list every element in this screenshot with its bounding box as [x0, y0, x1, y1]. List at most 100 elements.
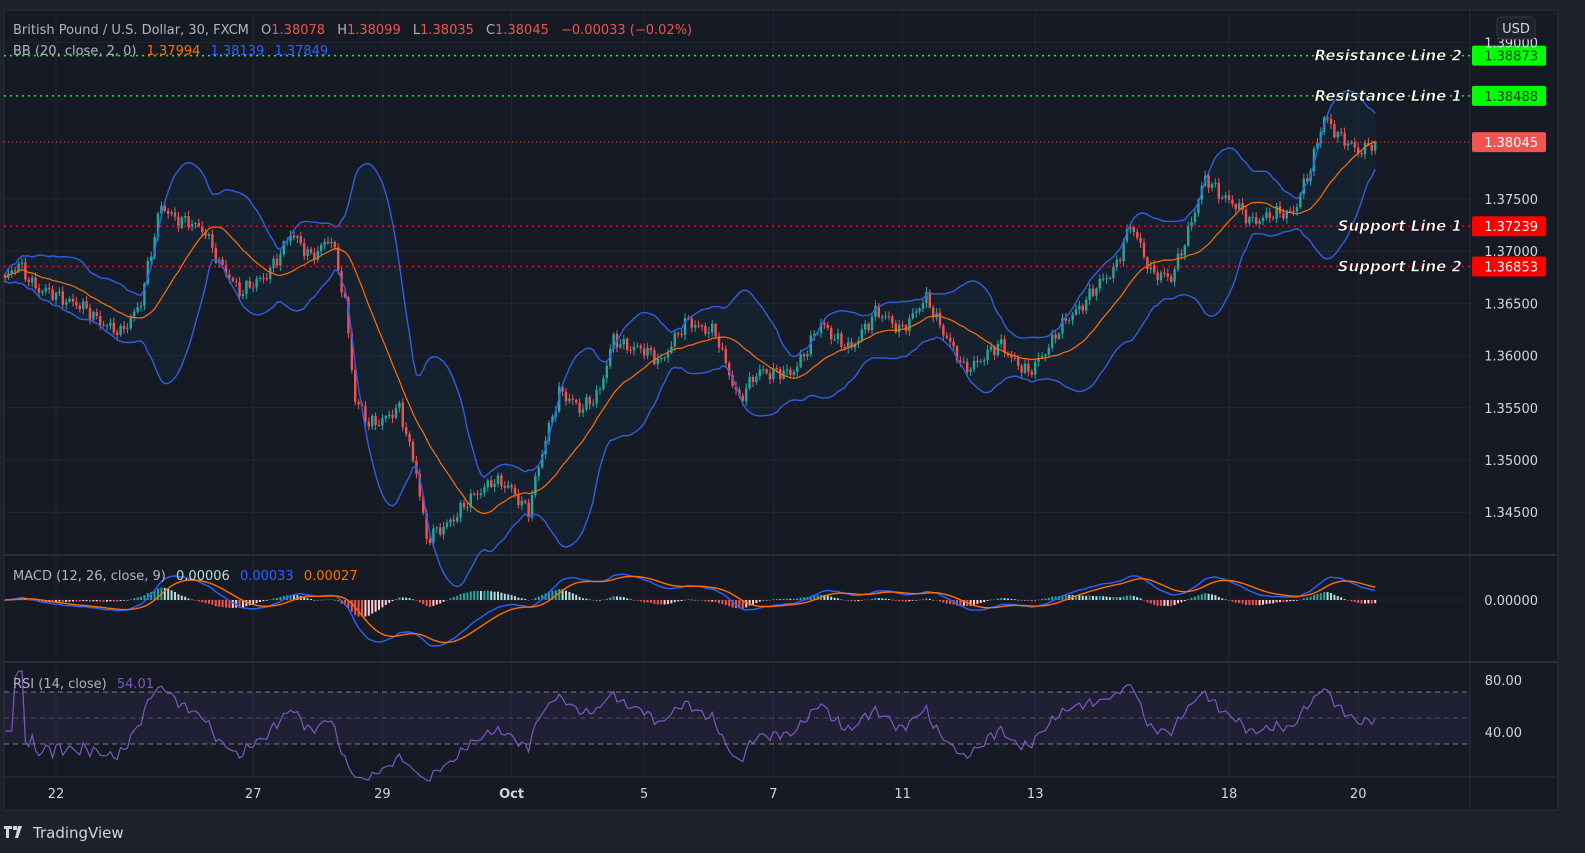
bb-legend[interactable]: BB (20, close, 2, 0) 1.37994 1.38139 1.3… [13, 44, 328, 59]
macd-histogram-bar [1044, 598, 1047, 600]
candle-body [394, 407, 398, 418]
macd-histogram-bar [619, 596, 622, 600]
candle-body [592, 403, 595, 405]
candle-body [330, 241, 333, 244]
price-axis[interactable]: 1.39000 1.37500 1.37000 1.36500 1.36000 1.355… [1484, 36, 1538, 741]
macd-histogram-bar [595, 600, 598, 601]
candle-body [1336, 132, 1339, 138]
macd-histogram-bar [1126, 595, 1128, 600]
macd-histogram-bar [1194, 596, 1196, 600]
candle-body [1044, 354, 1047, 357]
bb-lines [4, 90, 1376, 588]
macd-histogram-bar [643, 600, 646, 603]
candle-body [170, 212, 173, 214]
macd-histogram-bar [626, 598, 629, 600]
macd-histogram-bar [1095, 596, 1098, 600]
macd-histogram-bar [1296, 600, 1298, 601]
candle-body [649, 347, 653, 351]
rsi-legend[interactable]: RSI (14, close) 54.01 [13, 677, 154, 692]
tradingview-logo[interactable]: TradingView [4, 824, 124, 842]
candle-body [228, 274, 231, 279]
macd-histogram-bar [514, 596, 516, 600]
macd-histogram-bar [435, 600, 438, 605]
candle-body [660, 358, 663, 360]
macd-histogram-bar [231, 600, 234, 608]
candle-body [282, 241, 285, 255]
candle-body [479, 493, 483, 496]
candle-body [782, 370, 785, 379]
time-axis[interactable]: 22 27 29 Oct 5 7 11 13 18 20 [48, 787, 1367, 802]
candle-body [707, 332, 710, 334]
candle-body [224, 264, 228, 275]
macd-histogram-bar [939, 600, 941, 602]
macd-histogram-bar [1119, 597, 1122, 600]
candle-body [1102, 278, 1105, 280]
macd-histogram-bar [677, 600, 680, 602]
candle-body [1248, 217, 1251, 224]
candle-body [14, 270, 17, 272]
candle-body [986, 349, 989, 361]
macd-histogram-bar [31, 600, 34, 601]
candle-body [908, 318, 911, 332]
candle-body [1115, 260, 1118, 268]
candle-body [976, 360, 979, 363]
macd-histogram-bar [187, 598, 190, 600]
macd-histogram-bar [27, 600, 30, 601]
candle-body [44, 287, 47, 292]
macd-histogram-bar [1160, 600, 1162, 606]
symbol-legend[interactable]: British Pound / U.S. Dollar, 30, FXCM O1… [13, 23, 692, 38]
macd-histogram-bar [1299, 599, 1302, 601]
candle-body [1023, 363, 1027, 373]
bb-band-fill [5, 90, 1376, 587]
candle-body [578, 402, 581, 413]
candle-body [313, 252, 316, 260]
candle-body [435, 527, 438, 529]
candle-body [534, 476, 537, 496]
macd-histogram-bar [578, 596, 581, 600]
symbol-title: British Pound / U.S. Dollar, 30, FXCM [13, 23, 249, 38]
candle-body [670, 346, 673, 353]
macd-histogram-bar [1251, 600, 1254, 606]
candle-body [1170, 276, 1173, 282]
macd-histogram-bar [718, 600, 720, 604]
macd-histogram-bar [1333, 594, 1336, 600]
macd-histogram-bar [255, 600, 258, 604]
currency-button[interactable]: USD [1496, 16, 1536, 40]
macd-histogram-bar [177, 594, 180, 600]
macd-histogram-bar [809, 595, 812, 600]
time-tick-label: 13 [1027, 787, 1044, 802]
macd-histogram-bar [609, 597, 612, 600]
candle-body [1153, 265, 1156, 273]
macd-histogram-bar [1370, 600, 1373, 604]
candle-body [571, 398, 574, 400]
candle-body [1054, 334, 1057, 339]
macd-histogram-bar [68, 600, 71, 602]
candle-body [1010, 355, 1013, 358]
macd-histogram-bar [330, 599, 333, 600]
level-price-tag: 1.38873 [1484, 50, 1538, 65]
open-label: O [261, 23, 271, 38]
macd-histogram-bar [344, 600, 346, 606]
macd-legend[interactable]: MACD (12, 26, close, 9) 0.00006 0.00033 … [13, 569, 358, 584]
candle-body [445, 522, 449, 527]
macd-histogram-bar [1207, 593, 1210, 600]
macd-histogram-bar [775, 598, 778, 600]
macd-histogram-bar [1081, 595, 1084, 600]
candle-body [51, 289, 54, 300]
level-label: Support Line 2 [1338, 258, 1462, 276]
candle-body [1166, 273, 1169, 277]
candle-body [160, 205, 163, 214]
macd-histogram-bar [425, 600, 428, 607]
macd-histogram-bar [1112, 597, 1115, 600]
candle-body [1027, 363, 1030, 372]
candle-body [1047, 347, 1050, 355]
candle-body [357, 401, 360, 405]
candle-body [928, 291, 931, 308]
macd-histogram-bar [854, 600, 856, 602]
macd-histogram-bar [1306, 597, 1309, 600]
time-tick-label: 20 [1350, 787, 1367, 802]
candle-body [1227, 195, 1231, 200]
level-price-tag: 1.38488 [1484, 90, 1538, 105]
candle-body [772, 368, 775, 380]
